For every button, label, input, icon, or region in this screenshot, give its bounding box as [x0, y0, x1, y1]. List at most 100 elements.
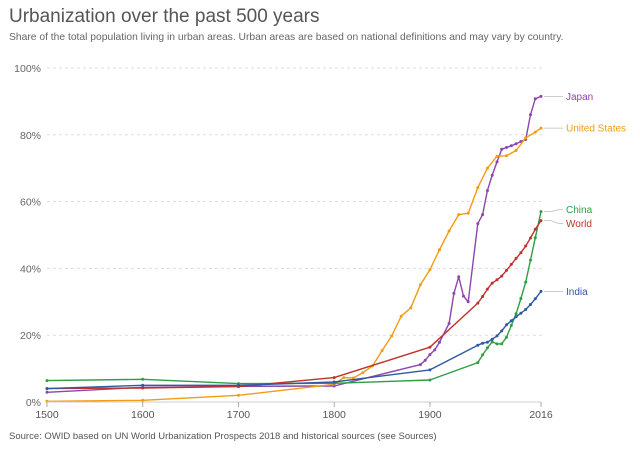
data-point-japan [433, 348, 437, 352]
data-point-united-states [447, 229, 451, 233]
data-point-united-states [524, 136, 528, 140]
series-label-china: China [566, 205, 593, 216]
data-point-india [476, 343, 480, 347]
data-point-united-states [495, 154, 499, 158]
data-point-china [45, 379, 49, 383]
data-point-united-states [428, 268, 432, 272]
y-tick-label: 100% [14, 63, 41, 75]
series-india [45, 289, 543, 391]
data-point-china [519, 297, 523, 300]
x-tick-label: 1700 [227, 409, 251, 421]
data-point-india [428, 368, 432, 372]
data-point-japan [500, 147, 504, 151]
data-point-india [481, 341, 485, 345]
series-line-china [46, 211, 542, 385]
data-point-united-states [466, 211, 470, 215]
series-line-world [46, 220, 542, 390]
data-point-china [509, 324, 513, 327]
data-point-united-states [438, 248, 441, 252]
data-point-japan [509, 144, 513, 148]
data-point-world [505, 268, 508, 272]
data-point-japan [539, 94, 543, 98]
data-point-china [481, 353, 485, 357]
data-point-japan [481, 213, 485, 217]
grid-lines [47, 67, 543, 336]
data-point-china [524, 280, 528, 284]
data-point-world [490, 281, 494, 285]
data-point-united-states [514, 149, 518, 152]
data-point-china [505, 335, 508, 339]
data-point-india [533, 297, 537, 301]
data-point-china [476, 361, 480, 365]
data-point-united-states [476, 186, 480, 190]
data-point-world [519, 251, 523, 255]
data-point-japan [428, 353, 432, 357]
data-point-china [490, 340, 494, 344]
series-label-united-states: United States [566, 124, 626, 135]
chart-subtitle: Share of the total population living in … [9, 32, 564, 43]
series-label-india: India [566, 287, 588, 298]
data-point-japan [514, 142, 518, 146]
series-world [45, 219, 543, 391]
data-point-world [141, 386, 145, 390]
data-point-japan [438, 340, 441, 344]
data-point-united-states [141, 398, 145, 402]
data-point-india [519, 311, 523, 315]
data-point-united-states [361, 371, 365, 375]
data-point-japan [490, 173, 494, 177]
data-point-japan [418, 363, 422, 367]
data-point-united-states [237, 393, 240, 397]
data-point-india [485, 340, 489, 344]
x-tick-label: 1900 [418, 409, 442, 421]
data-point-china [533, 236, 537, 240]
data-point-japan [462, 294, 465, 298]
data-point-china [514, 312, 518, 316]
data-point-china [500, 342, 504, 346]
series-line-japan [46, 95, 542, 393]
y-tick-label: 0% [26, 397, 41, 409]
data-point-india [495, 334, 499, 338]
data-point-india [500, 329, 504, 333]
data-point-united-states [399, 314, 403, 318]
label-connector-china [544, 209, 563, 213]
label-connector-world [544, 220, 563, 225]
series-united-states [45, 126, 543, 403]
data-point-united-states [539, 126, 543, 130]
data-point-india [332, 380, 336, 384]
data-point-world [514, 256, 518, 260]
data-point-japan [423, 358, 427, 362]
x-tick-label: 2016 [529, 409, 553, 421]
series-label-japan: Japan [566, 92, 593, 103]
data-point-united-states [380, 349, 384, 353]
data-point-india [539, 289, 543, 293]
data-point-japan [466, 300, 470, 304]
data-point-world [485, 287, 489, 291]
chart-title: Urbanization over the past 500 years [9, 6, 320, 27]
x-tick-label: 1600 [131, 409, 155, 421]
data-point-united-states [505, 154, 508, 158]
data-point-world [476, 301, 480, 305]
data-point-world [332, 376, 336, 380]
data-point-china [539, 210, 543, 214]
data-point-india [490, 337, 494, 341]
source-note: Source: OWID based on UN World Urbanizat… [9, 431, 437, 442]
data-point-india [141, 383, 145, 387]
data-point-india [45, 387, 49, 391]
data-point-china [495, 342, 499, 346]
data-point-world [495, 278, 499, 282]
series-lines [45, 94, 543, 403]
data-point-united-states [390, 334, 394, 338]
data-point-japan [452, 291, 456, 295]
data-point-japan [495, 160, 499, 164]
data-point-india [514, 315, 518, 319]
data-point-united-states [457, 213, 461, 217]
data-point-united-states [418, 283, 422, 287]
data-point-china [141, 377, 145, 381]
data-point-world [481, 295, 485, 298]
data-point-japan [505, 146, 508, 149]
data-point-japan [533, 97, 537, 101]
series-japan [45, 94, 543, 394]
y-tick-label: 40% [20, 263, 41, 275]
data-point-world [529, 236, 532, 240]
series-china [45, 210, 543, 386]
